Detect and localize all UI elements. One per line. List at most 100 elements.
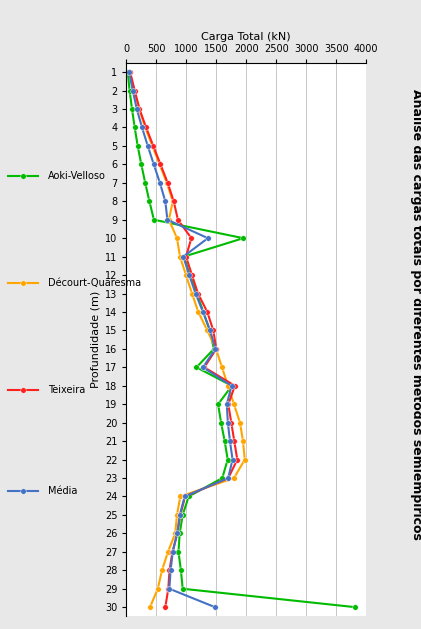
Média [187, 271, 192, 279]
Line: Décourt-Quaresma: Décourt-Quaresma [127, 69, 248, 610]
Teixeira [205, 308, 210, 316]
Teixeira [183, 493, 188, 500]
Aoki-Velloso [147, 198, 152, 205]
Aoki-Velloso [241, 235, 246, 242]
Teixeira [229, 419, 234, 426]
Média [226, 474, 231, 482]
Aoki-Velloso [125, 69, 131, 76]
Décourt-Quaresma [166, 216, 171, 223]
Décourt-Quaresma [213, 345, 218, 353]
Média [167, 585, 172, 593]
Teixeira [184, 253, 189, 260]
Média [127, 69, 132, 76]
Aoki-Velloso [187, 271, 192, 279]
Décourt-Quaresma [137, 105, 142, 113]
Teixeira [137, 105, 142, 113]
Décourt-Quaresma [147, 603, 152, 611]
Teixeira [151, 142, 156, 150]
Média [170, 548, 175, 555]
Text: Teixeira: Teixeira [48, 385, 85, 395]
Média [168, 567, 173, 574]
Aoki-Velloso [135, 142, 140, 150]
Line: Teixeira: Teixeira [128, 69, 240, 610]
Teixeira [178, 511, 183, 519]
Aoki-Velloso [180, 585, 185, 593]
Aoki-Velloso [179, 567, 184, 574]
Décourt-Quaresma [240, 437, 245, 445]
Aoki-Velloso [180, 511, 185, 519]
Aoki-Velloso [186, 493, 191, 500]
Décourt-Quaresma [232, 401, 237, 408]
Teixeira [163, 603, 168, 611]
Aoki-Velloso [152, 216, 157, 223]
Décourt-Quaresma [157, 160, 162, 168]
Aoki-Velloso [176, 548, 181, 555]
Média [177, 511, 182, 519]
Média [225, 419, 230, 426]
Décourt-Quaresma [165, 548, 171, 555]
Text: Décourt-Quaresma: Décourt-Quaresma [48, 278, 141, 288]
Média [230, 456, 235, 464]
Aoki-Velloso [139, 160, 144, 168]
Média [163, 198, 168, 205]
Décourt-Quaresma [196, 308, 201, 316]
Aoki-Velloso [207, 326, 212, 334]
Teixeira [175, 530, 180, 537]
Teixeira [211, 326, 216, 334]
Aoki-Velloso [143, 179, 148, 187]
Aoki-Velloso [222, 437, 227, 445]
Aoki-Velloso [353, 603, 358, 611]
Décourt-Quaresma [178, 253, 183, 260]
Teixeira [232, 437, 237, 445]
Teixeira [189, 235, 194, 242]
Décourt-Quaresma [232, 474, 237, 482]
Teixeira [170, 548, 175, 555]
Teixeira [235, 456, 240, 464]
Média [213, 603, 218, 611]
Aoki-Velloso [132, 124, 137, 131]
Média [200, 308, 205, 316]
Média [175, 530, 180, 537]
Teixeira [176, 216, 181, 223]
Décourt-Quaresma [143, 124, 148, 131]
Média [200, 364, 205, 371]
Aoki-Velloso [181, 253, 187, 260]
Teixeira [189, 271, 195, 279]
Aoki-Velloso [130, 105, 135, 113]
Décourt-Quaresma [160, 567, 165, 574]
Teixeira [171, 198, 176, 205]
Média [193, 290, 198, 298]
Décourt-Quaresma [219, 364, 224, 371]
Aoki-Velloso [177, 530, 182, 537]
Média [229, 382, 234, 389]
Aoki-Velloso [194, 364, 199, 371]
Média [208, 326, 213, 334]
Média [134, 105, 139, 113]
Teixeira [132, 87, 137, 94]
Teixeira [144, 124, 149, 131]
Média [165, 216, 170, 223]
Teixeira [166, 585, 171, 593]
Teixeira [195, 290, 200, 298]
Aoki-Velloso [229, 382, 234, 389]
Média [224, 401, 229, 408]
Aoki-Velloso [225, 456, 230, 464]
Line: Média: Média [126, 69, 235, 610]
Média [181, 253, 186, 260]
Décourt-Quaresma [132, 87, 137, 94]
Aoki-Velloso [194, 290, 199, 298]
Décourt-Quaresma [178, 493, 183, 500]
Aoki-Velloso [218, 419, 224, 426]
Teixeira [158, 160, 163, 168]
Média [139, 124, 144, 131]
Décourt-Quaresma [150, 142, 155, 150]
Média [145, 142, 150, 150]
Décourt-Quaresma [189, 290, 195, 298]
Teixeira [226, 474, 231, 482]
Décourt-Quaresma [127, 69, 132, 76]
Aoki-Velloso [127, 87, 132, 94]
Décourt-Quaresma [184, 271, 189, 279]
Teixeira [226, 401, 231, 408]
Teixeira [232, 382, 237, 389]
Décourt-Quaresma [237, 419, 242, 426]
